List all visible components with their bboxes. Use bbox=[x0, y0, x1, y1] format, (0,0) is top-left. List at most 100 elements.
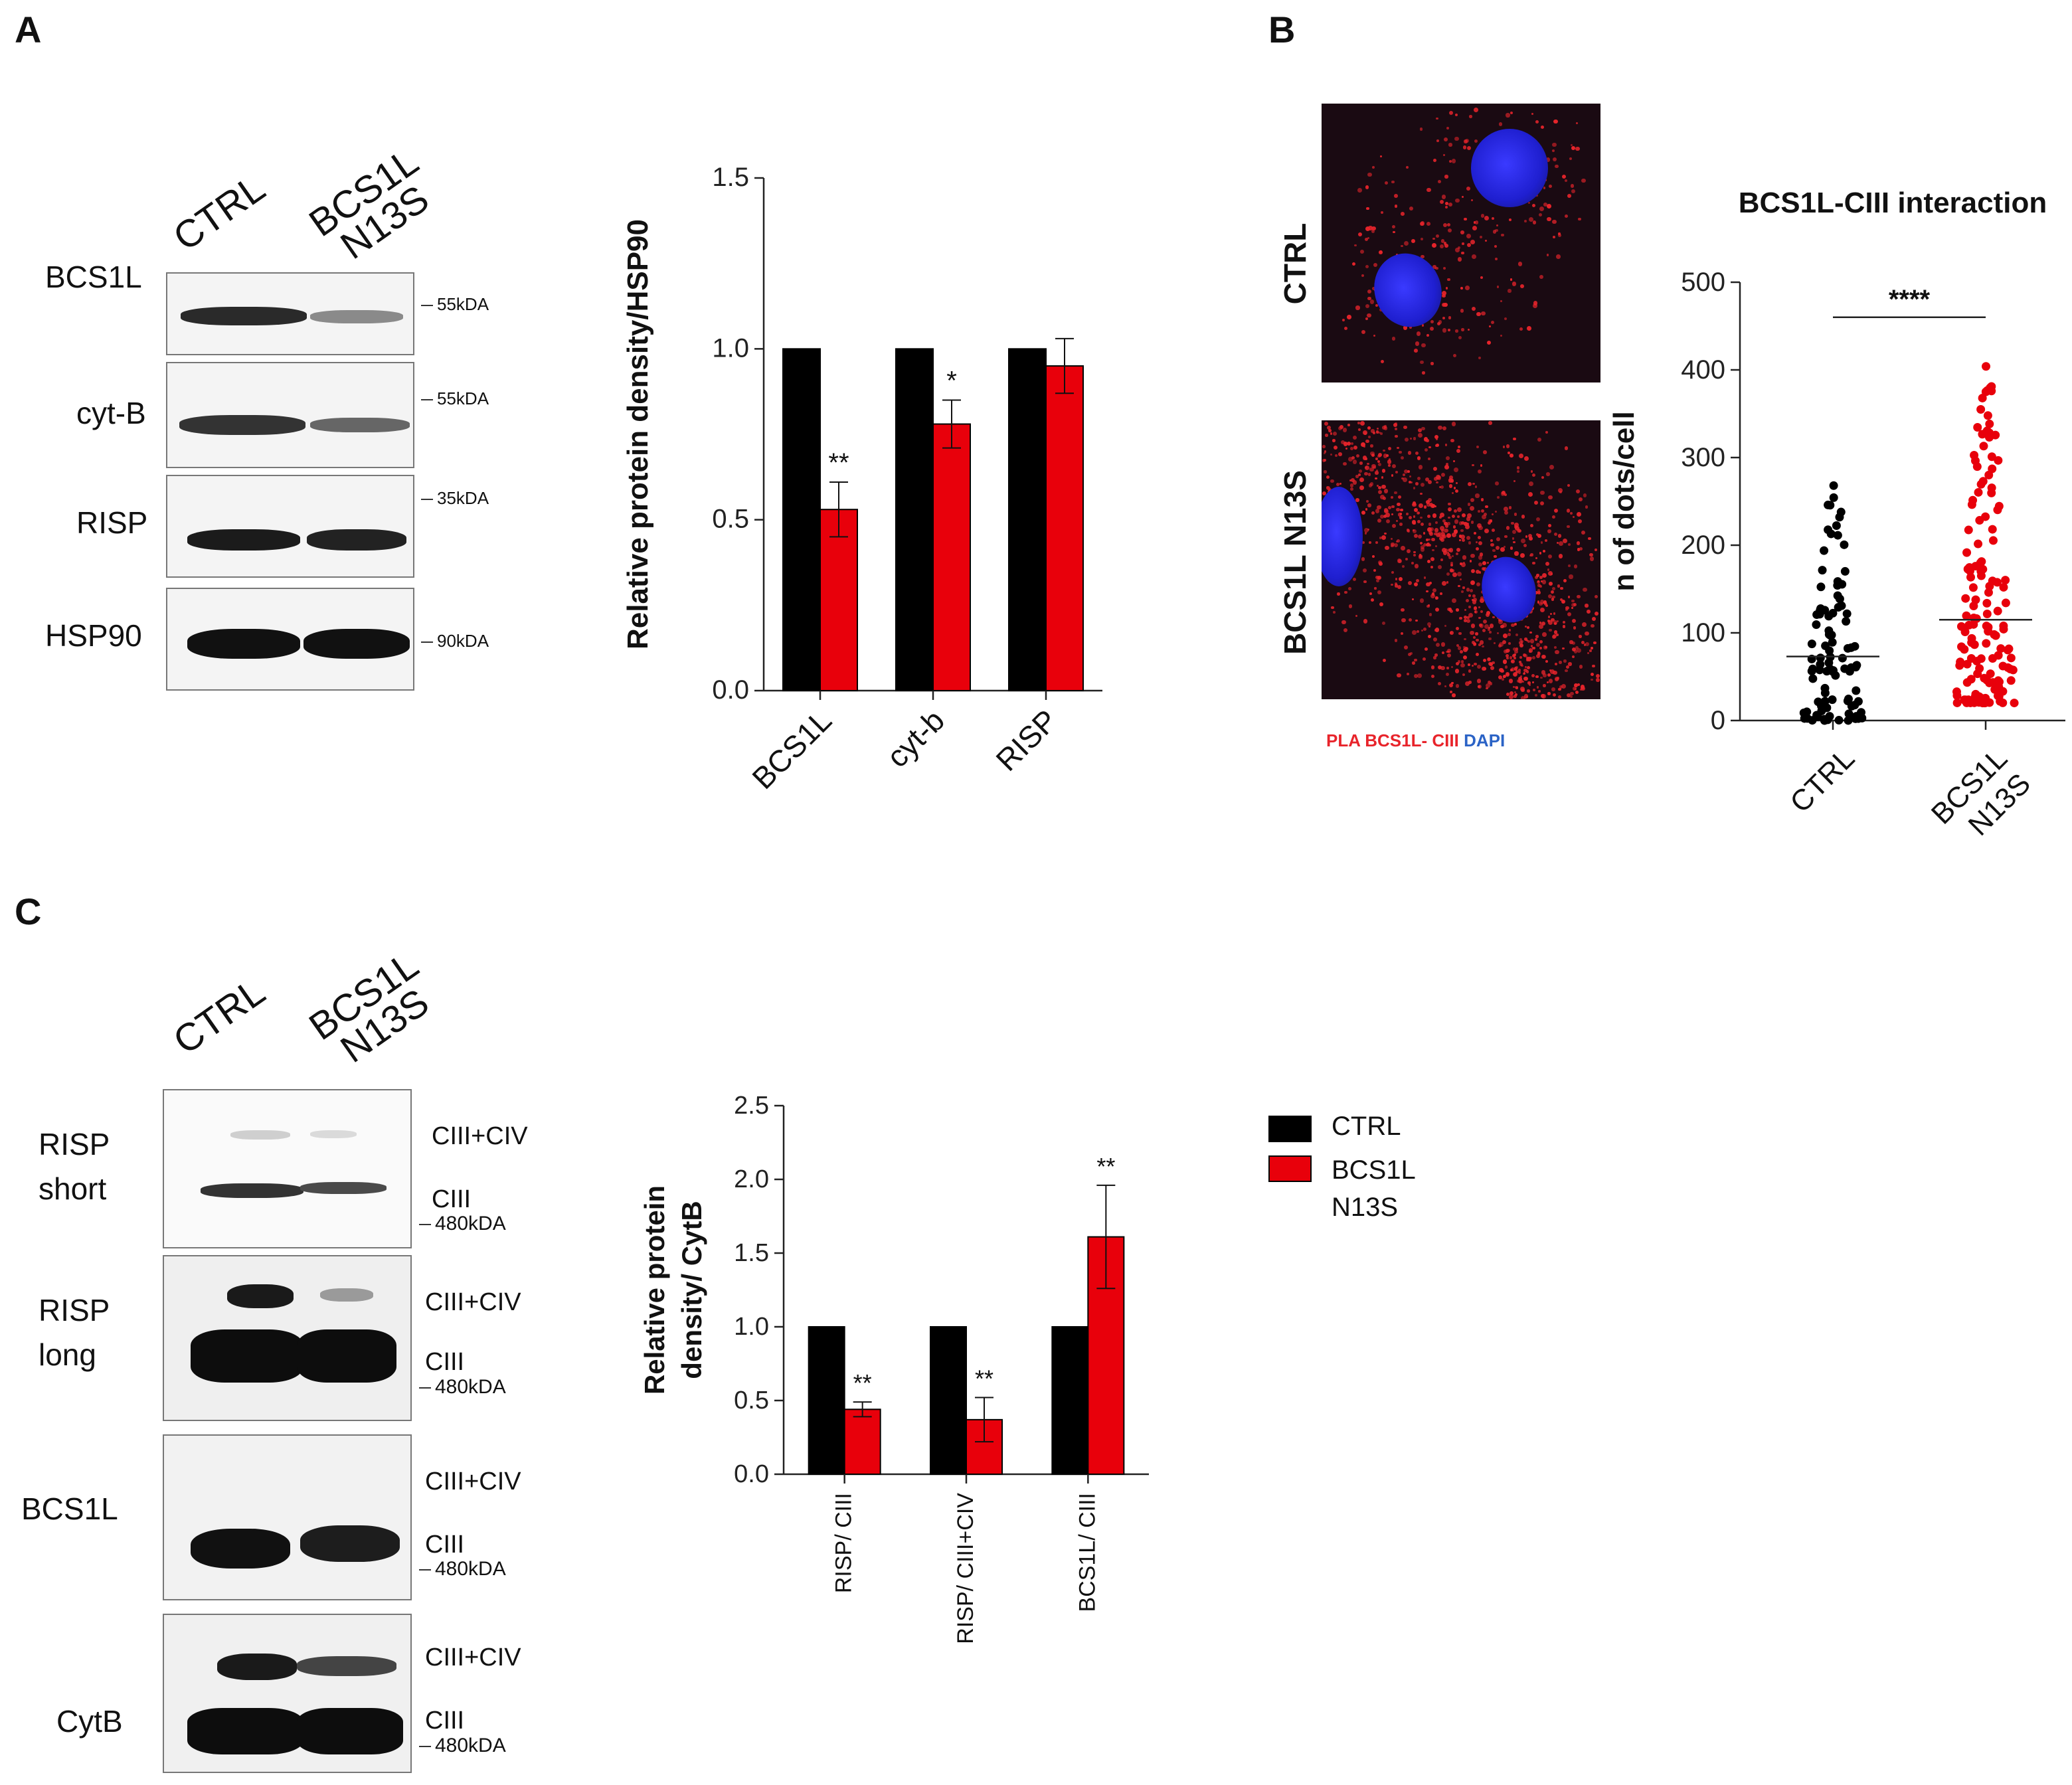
pla-signal-dot bbox=[1523, 676, 1528, 681]
pla-signal-dot bbox=[1527, 689, 1530, 693]
pla-signal-dot bbox=[1543, 203, 1548, 207]
pla-signal-dot bbox=[1519, 675, 1522, 678]
data-point bbox=[1978, 430, 1987, 439]
pla-signal-dot bbox=[1478, 570, 1482, 574]
pla-signal-dot bbox=[1428, 523, 1431, 526]
y-tick-label: 2.5 bbox=[734, 1092, 769, 1120]
pla-signal-dot bbox=[1565, 608, 1569, 612]
pla-signal-dot bbox=[1442, 519, 1446, 523]
pla-signal-dot bbox=[1519, 643, 1524, 648]
pla-signal-dot bbox=[1438, 180, 1442, 184]
pla-signal-dot bbox=[1475, 220, 1479, 224]
pla-signal-dot bbox=[1391, 464, 1396, 469]
pla-signal-dot bbox=[1423, 628, 1426, 631]
pla-signal-dot bbox=[1370, 598, 1374, 602]
pla-signal-dot bbox=[1442, 534, 1447, 539]
pla-signal-dot bbox=[1472, 307, 1476, 311]
band bbox=[181, 307, 307, 325]
pla-signal-dot bbox=[1591, 647, 1593, 649]
pla-signal-dot bbox=[1535, 517, 1540, 521]
pla-signal-dot bbox=[1448, 484, 1452, 488]
pla-signal-dot bbox=[1383, 515, 1387, 519]
pla-signal-dot bbox=[1442, 302, 1448, 307]
pla-signal-dot bbox=[1509, 656, 1512, 659]
pla-signal-dot bbox=[1457, 646, 1462, 650]
pla-signal-dot bbox=[1519, 638, 1522, 641]
pla-signal-dot bbox=[1425, 477, 1430, 482]
pla-signal-dot bbox=[1500, 233, 1504, 237]
x-tick-label: CTRL bbox=[1784, 742, 1861, 819]
pla-signal-dot bbox=[1348, 587, 1351, 591]
pla-signal-dot bbox=[1468, 541, 1472, 545]
pla-signal-dot bbox=[1413, 529, 1415, 531]
pla-signal-dot bbox=[1409, 207, 1413, 211]
pla-signal-dot bbox=[1426, 539, 1428, 541]
pla-signal-dot bbox=[1515, 526, 1520, 531]
pla-signal-dot bbox=[1403, 645, 1408, 649]
pla-signal-dot bbox=[1553, 508, 1558, 513]
data-point bbox=[1970, 456, 1980, 466]
pla-signal-dot bbox=[1539, 602, 1543, 606]
pla-signal-dot bbox=[1349, 479, 1351, 481]
pla-signal-dot bbox=[1481, 645, 1484, 648]
pla-signal-dot bbox=[1527, 681, 1531, 685]
pla-signal-dot bbox=[1434, 532, 1437, 536]
data-point bbox=[1852, 712, 1861, 721]
pla-signal-dot bbox=[1364, 466, 1369, 471]
pla-signal-dot bbox=[1579, 547, 1583, 551]
pla-signal-dot bbox=[1443, 266, 1446, 270]
pla-signal-dot bbox=[1343, 628, 1348, 633]
pla-signal-dot bbox=[1485, 683, 1490, 688]
pla-signal-dot bbox=[1594, 594, 1598, 598]
data-point bbox=[1816, 604, 1826, 613]
pla-signal-dot bbox=[1403, 477, 1407, 483]
data-point bbox=[2006, 676, 2016, 685]
data-point bbox=[2010, 699, 2019, 708]
pla-signal-dot bbox=[1466, 517, 1471, 521]
pla-signal-dot bbox=[1595, 611, 1599, 616]
pla-signal-dot bbox=[1400, 546, 1405, 551]
pla-signal-dot bbox=[1527, 640, 1530, 643]
pla-signal-dot bbox=[1490, 543, 1494, 547]
pla-signal-dot bbox=[1593, 641, 1597, 645]
pla-signal-dot bbox=[1574, 683, 1578, 688]
pla-signal-dot bbox=[1502, 639, 1507, 644]
data-point bbox=[1968, 583, 1978, 592]
pla-signal-dot bbox=[1369, 541, 1372, 545]
pla-signal-dot bbox=[1496, 286, 1500, 288]
pla-signal-dot bbox=[1511, 282, 1517, 287]
pla-signal-dot bbox=[1453, 487, 1456, 489]
pla-signal-dot bbox=[1363, 580, 1367, 583]
micrograph-ctrl bbox=[1322, 104, 1600, 382]
pla-signal-dot bbox=[1453, 529, 1458, 534]
pla-signal-dot bbox=[1470, 588, 1474, 592]
pla-signal-dot bbox=[1585, 604, 1589, 608]
pla-signal-dot bbox=[1414, 533, 1419, 538]
pla-signal-dot bbox=[1421, 343, 1426, 348]
data-point bbox=[1816, 659, 1825, 669]
pla-signal-dot bbox=[1474, 108, 1479, 112]
pla-signal-dot bbox=[1515, 633, 1518, 636]
pla-signal-dot bbox=[1468, 669, 1472, 673]
pla-signal-dot bbox=[1375, 469, 1378, 472]
pla-signal-dot bbox=[1444, 206, 1448, 209]
pla-signal-dot bbox=[1587, 651, 1590, 655]
pla-signal-dot bbox=[1466, 523, 1470, 526]
pla-signal-dot bbox=[1347, 423, 1350, 426]
pla-signal-dot bbox=[1583, 587, 1587, 592]
pla-signal-dot bbox=[1521, 538, 1526, 543]
pla-signal-dot bbox=[1432, 549, 1435, 552]
pla-signal-dot bbox=[1339, 483, 1341, 485]
pla-signal-dot bbox=[1388, 458, 1391, 461]
pla-signal-dot bbox=[1537, 600, 1540, 603]
pla-signal-dot bbox=[1446, 456, 1450, 461]
caption-pla: PLA BCS1L- CIII bbox=[1326, 730, 1459, 750]
complex-label: CIII bbox=[425, 1348, 465, 1376]
pla-signal-dot bbox=[1478, 643, 1482, 647]
pla-signal-dot bbox=[1377, 505, 1382, 510]
pla-signal-dot bbox=[1494, 510, 1497, 513]
pla-signal-dot bbox=[1564, 179, 1568, 182]
pla-signal-dot bbox=[1354, 244, 1357, 247]
pla-signal-dot bbox=[1508, 218, 1511, 222]
pla-signal-dot bbox=[1502, 678, 1505, 681]
